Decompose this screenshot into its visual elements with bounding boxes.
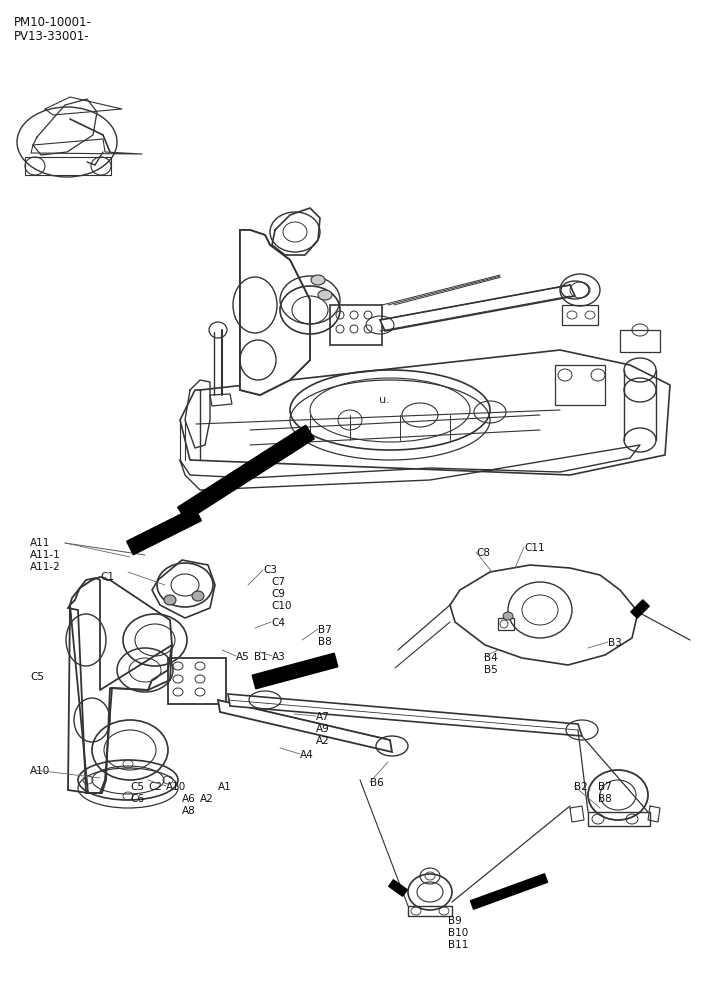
Text: A5: A5 [236, 652, 250, 662]
Text: A11-1: A11-1 [30, 550, 61, 560]
Text: B7: B7 [598, 782, 612, 792]
Text: C9: C9 [271, 589, 285, 599]
Text: A6: A6 [182, 794, 196, 804]
Text: A11: A11 [30, 538, 51, 548]
Text: A11-2: A11-2 [30, 562, 61, 572]
Text: C4: C4 [271, 618, 285, 628]
Bar [555, 365, 605, 405]
Text: B2: B2 [574, 782, 588, 792]
Text: C5: C5 [130, 782, 144, 792]
Text: B5: B5 [484, 665, 498, 675]
Text: B8: B8 [598, 794, 612, 804]
Text: B8: B8 [318, 637, 332, 647]
Text: A2: A2 [316, 736, 329, 746]
Text: C5: C5 [30, 672, 44, 682]
Polygon shape [218, 700, 392, 752]
Text: A10: A10 [166, 782, 187, 792]
Text: B4: B4 [484, 653, 498, 663]
Bar [588, 812, 650, 826]
Ellipse shape [164, 595, 176, 605]
Text: C6: C6 [130, 794, 144, 804]
Text: B1: B1 [254, 652, 268, 662]
Text: B9: B9 [448, 916, 462, 926]
Bar [498, 618, 514, 630]
Ellipse shape [192, 591, 204, 601]
Text: C2: C2 [148, 782, 162, 792]
FancyArrow shape [127, 507, 201, 555]
Text: u.: u. [379, 395, 389, 405]
Text: PM10-10001-: PM10-10001- [14, 16, 92, 29]
Text: C10: C10 [271, 601, 291, 611]
Bar [408, 906, 452, 916]
Polygon shape [68, 577, 172, 793]
Text: C11: C11 [524, 543, 545, 553]
Ellipse shape [503, 612, 513, 620]
Text: B10: B10 [448, 928, 468, 938]
Text: PV13-33001-: PV13-33001- [14, 30, 89, 43]
Bar [330, 305, 382, 345]
Text: C1: C1 [100, 572, 114, 582]
Polygon shape [240, 230, 310, 395]
Ellipse shape [311, 275, 325, 285]
Polygon shape [228, 694, 582, 736]
Text: C7: C7 [271, 577, 285, 587]
FancyArrow shape [470, 874, 548, 909]
Text: B3: B3 [608, 638, 622, 648]
FancyArrow shape [631, 600, 649, 618]
Text: C3: C3 [263, 565, 277, 575]
Ellipse shape [318, 290, 332, 300]
Bar [620, 330, 660, 352]
Text: A7: A7 [316, 712, 329, 722]
Text: A10: A10 [30, 766, 50, 776]
Bar [562, 305, 598, 325]
Text: B6: B6 [370, 778, 384, 788]
Text: A1: A1 [218, 782, 232, 792]
Text: C8: C8 [476, 548, 490, 558]
Bar [168, 658, 226, 704]
Polygon shape [380, 285, 575, 331]
Text: A2: A2 [200, 794, 214, 804]
Text: A9: A9 [316, 724, 329, 734]
FancyArrow shape [252, 653, 338, 689]
Text: A3: A3 [272, 652, 286, 662]
FancyArrow shape [389, 880, 408, 896]
FancyArrow shape [177, 425, 314, 521]
Text: A4: A4 [300, 750, 314, 760]
Text: B7: B7 [318, 625, 332, 635]
Text: A8: A8 [182, 806, 196, 816]
Text: B11: B11 [448, 940, 468, 950]
